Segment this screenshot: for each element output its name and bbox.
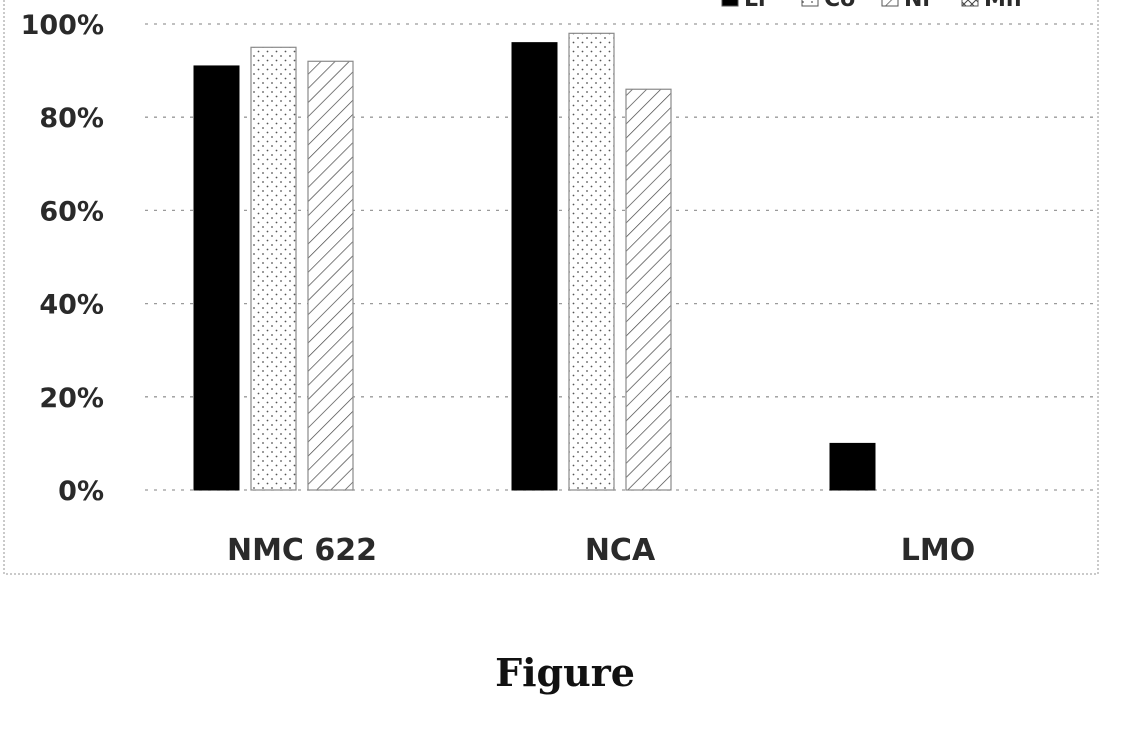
legend: Li Co Ni Mn bbox=[721, 0, 1022, 12]
bar-li-nmc-622 bbox=[193, 65, 240, 491]
y-axis-ticks: 0% 20% 40% 60% 80% 100% bbox=[21, 10, 104, 507]
y-tick-label: 60% bbox=[39, 196, 104, 227]
figure-caption: Figure bbox=[495, 650, 635, 695]
y-tick-label: 20% bbox=[39, 383, 104, 414]
x-category-label: NCA bbox=[585, 533, 656, 568]
x-axis-categories: NMC 622 NCA LMO bbox=[227, 533, 975, 568]
plot-frame bbox=[3, 0, 1099, 575]
bars bbox=[193, 32, 876, 491]
legend-label: Co bbox=[824, 0, 855, 12]
y-tick-label: 0% bbox=[58, 476, 104, 507]
legend-label: Li bbox=[744, 0, 766, 12]
bar-co-nca bbox=[568, 32, 615, 491]
x-category-label: LMO bbox=[901, 533, 975, 568]
y-tick-label: 80% bbox=[39, 103, 104, 134]
legend-swatch bbox=[721, 0, 739, 7]
y-tick-label: 40% bbox=[39, 290, 104, 321]
bar-li-nca bbox=[511, 42, 558, 491]
bar-co-nmc-622 bbox=[250, 46, 297, 491]
legend-swatch bbox=[961, 0, 979, 7]
legend-swatch bbox=[881, 0, 899, 7]
legend-label: Mn bbox=[984, 0, 1022, 12]
legend-swatch bbox=[801, 0, 819, 7]
legend-label: Ni bbox=[904, 0, 930, 12]
bar-ni-nca bbox=[625, 88, 672, 491]
bar-ni-nmc-622 bbox=[307, 60, 354, 491]
y-tick-label: 100% bbox=[21, 10, 104, 41]
bar-li-lmo bbox=[829, 442, 876, 491]
bar-chart: 0% 20% 40% 60% 80% 100% NMC 622 NCA LMO Li Co Ni M… bbox=[3, 0, 1099, 575]
gridlines bbox=[145, 23, 1096, 491]
x-category-label: NMC 622 bbox=[227, 533, 377, 568]
